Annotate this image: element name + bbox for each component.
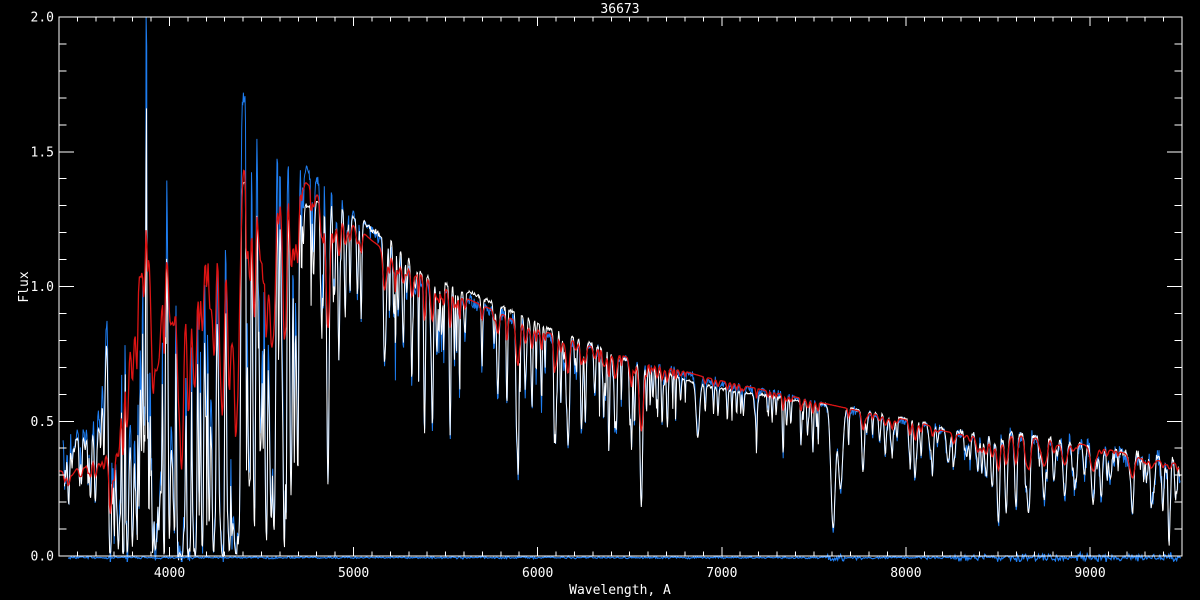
model-fit-trace [59,169,1180,514]
x-tick-label-9000: 9000 [1074,566,1105,581]
noise-floor-trace [67,550,1182,562]
axes-ticks [58,16,1183,557]
y-tick-label-0.5: 0.5 [31,415,54,430]
x-tick-label-5000: 5000 [338,566,369,581]
plot-title: 36673 [600,2,639,17]
x-axis-label: Wavelength, A [569,583,671,598]
x-tick-label-4000: 4000 [154,566,185,581]
y-tick-label-1.5: 1.5 [31,145,54,160]
tick-labels: 4000 5000 6000 7000 8000 9000 0.0 0.5 1.0 1.5 2.0 [31,11,1106,582]
x-tick-label-7000: 7000 [706,566,737,581]
x-tick-label-6000: 6000 [522,566,553,581]
y-tick-label-2.0: 2.0 [31,11,54,26]
plot-axes [58,16,1183,557]
y-tick-label-0.0: 0.0 [31,550,54,565]
model-fit-path [59,169,1180,514]
x-tick-label-8000: 8000 [890,566,921,581]
y-axis-label: Flux [17,271,32,302]
y-tick-label-1.0: 1.0 [31,280,54,295]
noise-floor-path [67,550,1182,562]
